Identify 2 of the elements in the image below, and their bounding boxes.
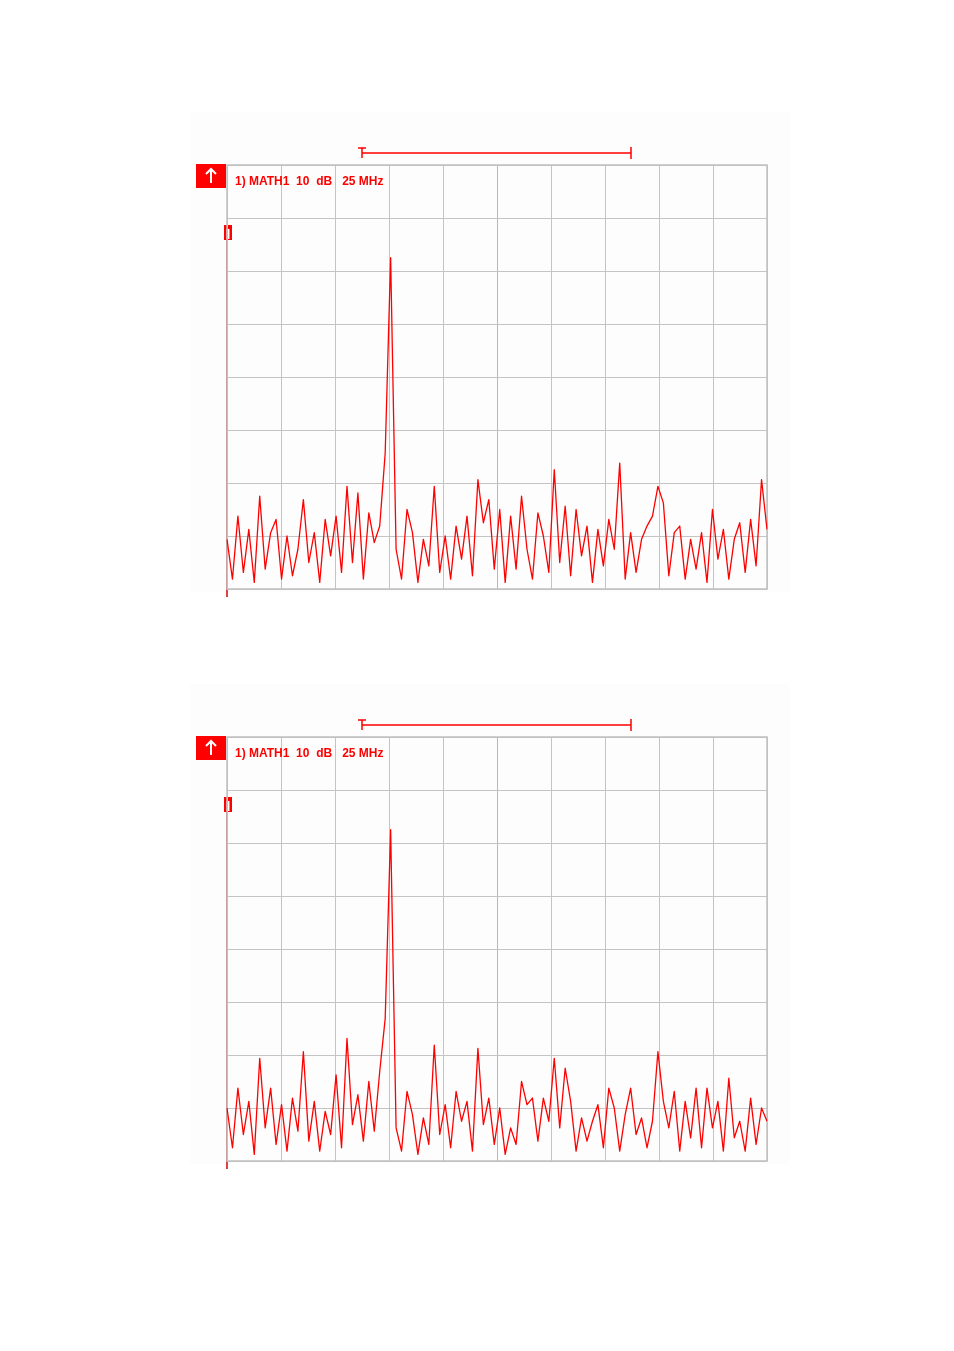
chart-title: 1) MATH1 10 dB 25 MHz xyxy=(235,174,384,189)
chart-title: 1) MATH1 10 dB 25 MHz xyxy=(235,746,384,761)
